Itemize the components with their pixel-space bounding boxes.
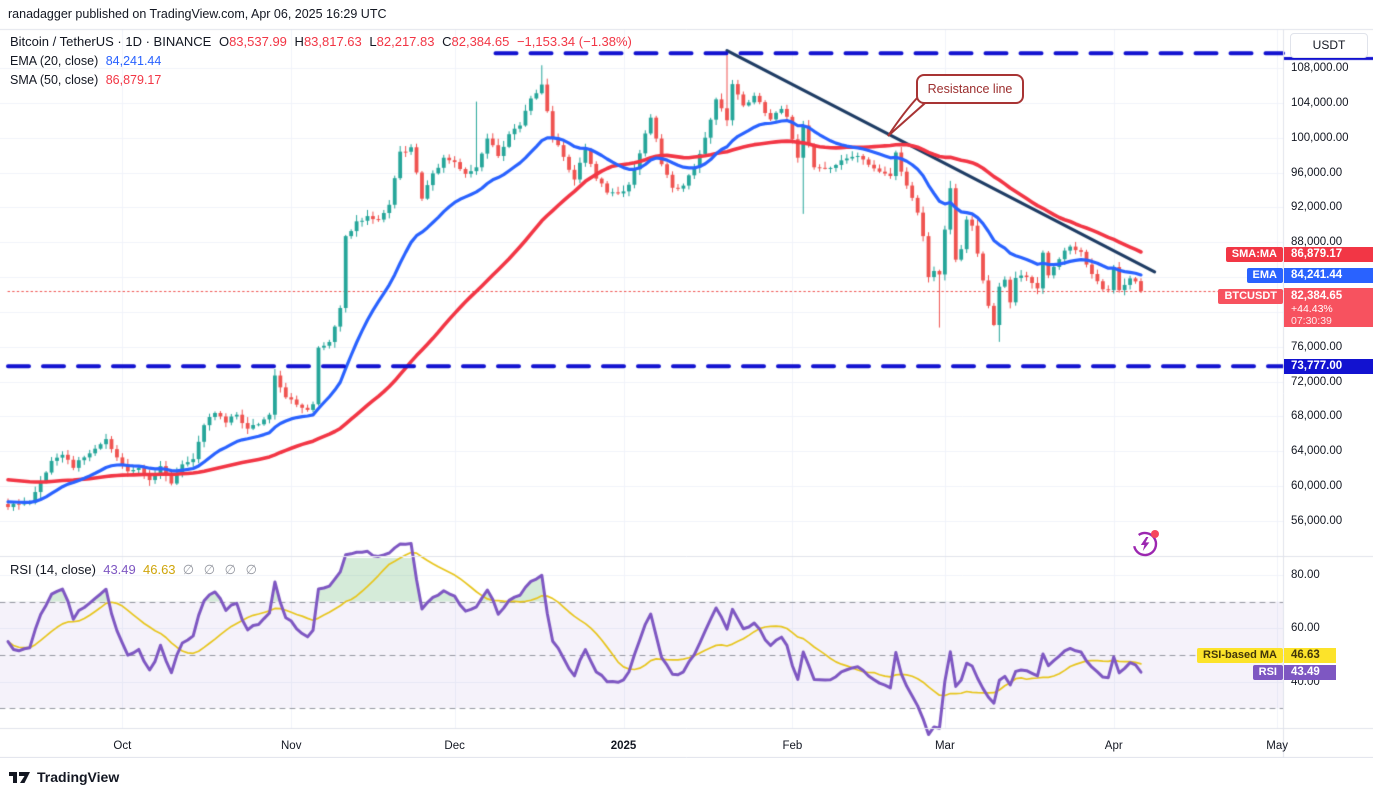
rsi-ma-legend-value: 46.63 [143, 562, 176, 577]
sma-legend-label: SMA (50, close) [10, 73, 99, 87]
month-label: Nov [281, 740, 302, 752]
price-tick-label: 96,000.00 [1291, 166, 1343, 179]
currency-toggle-button[interactable]: USDT [1290, 33, 1368, 58]
notification-dot [1151, 530, 1159, 538]
tradingview-brand-text: TradingView [37, 769, 120, 785]
annotation-tail [887, 96, 926, 137]
price-tick-label: 68,000.00 [1291, 410, 1343, 423]
tradingview-logo[interactable]: TradingView [8, 769, 119, 785]
price-tick-label: 88,000.00 [1291, 236, 1343, 249]
support-axis-value: 73,777.00 [1284, 359, 1373, 374]
rsi-legend-label: RSI (14, close) [10, 562, 96, 577]
price-tick-label: 100,000.00 [1291, 131, 1349, 144]
ema-legend-value: 84,241.44 [105, 54, 162, 68]
sma-legend-value: 86,879.17 [105, 73, 162, 87]
btcusdt-tag: BTCUSDT [1218, 289, 1283, 304]
chart-canvas[interactable] [0, 0, 1373, 758]
publish-credit: ranadagger published on TradingView.com,… [8, 7, 387, 21]
symbol-legend[interactable]: Bitcoin / TetherUS · 1D · BINANCE O83,53… [10, 34, 632, 49]
price-tick-label: 64,000.00 [1291, 445, 1343, 458]
rsi-ma-axis-value: 46.63 [1284, 648, 1336, 663]
last-price: 82,384.65 [1291, 290, 1343, 302]
rsi-tick-label: 80.00 [1291, 569, 1320, 581]
price-change-pct: +44.43% [1291, 303, 1333, 315]
month-label: Oct [113, 740, 132, 752]
last-price-box: 82,384.65 +44.43% 07:30:39 [1284, 288, 1373, 327]
ema-legend[interactable]: EMA (20, close) 84,241.44 [10, 54, 161, 68]
price-tick-label: 92,000.00 [1291, 201, 1343, 214]
rsi-legend-value: 43.49 [103, 562, 136, 577]
rsi-ma-tag: RSI-based MA [1197, 648, 1283, 663]
price-tick-label: 104,000.00 [1291, 96, 1349, 109]
symbol-title: Bitcoin / TetherUS · 1D · BINANCE [10, 34, 212, 49]
ema-axis-value: 84,241.44 [1284, 268, 1373, 283]
bar-countdown: 07:30:39 [1291, 315, 1332, 327]
ema-legend-label: EMA (20, close) [10, 54, 99, 68]
month-label: May [1266, 740, 1288, 752]
price-tick-label: 76,000.00 [1291, 340, 1343, 353]
month-label: 2025 [610, 740, 637, 752]
rsi-hidden-values: ∅ ∅ ∅ ∅ [182, 562, 260, 577]
resistance-annotation[interactable]: Resistance line [916, 74, 1024, 104]
sma-axis-value: 86,879.17 [1284, 247, 1373, 262]
month-label: Apr [1104, 740, 1123, 752]
month-label: Mar [934, 740, 955, 752]
price-tick-label: 108,000.00 [1291, 62, 1349, 74]
rsi-tick-label: 60.00 [1291, 622, 1320, 635]
tradingview-glyph [9, 771, 30, 783]
month-label: Feb [782, 740, 803, 752]
price-tick-label: 56,000.00 [1291, 514, 1343, 527]
lightning-bolt-glyph [1140, 537, 1150, 551]
sma-tag: SMA:MA [1225, 247, 1283, 262]
month-label: Dec [444, 740, 465, 752]
ohlc-close: C82,384.65 [442, 34, 510, 49]
ema-tag: EMA [1246, 268, 1283, 283]
ohlc-low: L82,217.83 [369, 34, 435, 49]
ohlc-high: H83,817.63 [294, 34, 362, 49]
price-tick-label: 72,000.00 [1291, 375, 1343, 388]
rsi-tag: RSI [1252, 665, 1283, 680]
rsi-axis-value: 43.49 [1284, 665, 1336, 680]
sma-legend[interactable]: SMA (50, close) 86,879.17 [10, 73, 161, 87]
rsi-legend[interactable]: RSI (14, close) 43.49 46.63 ∅ ∅ ∅ ∅ [10, 562, 260, 578]
price-tick-label: 60,000.00 [1291, 480, 1343, 493]
ohlc-change: −1,153.34 (−1.38%) [516, 34, 632, 49]
lightning-ideas-icon[interactable] [1129, 526, 1163, 560]
ohlc-open: O83,537.99 [218, 34, 287, 49]
